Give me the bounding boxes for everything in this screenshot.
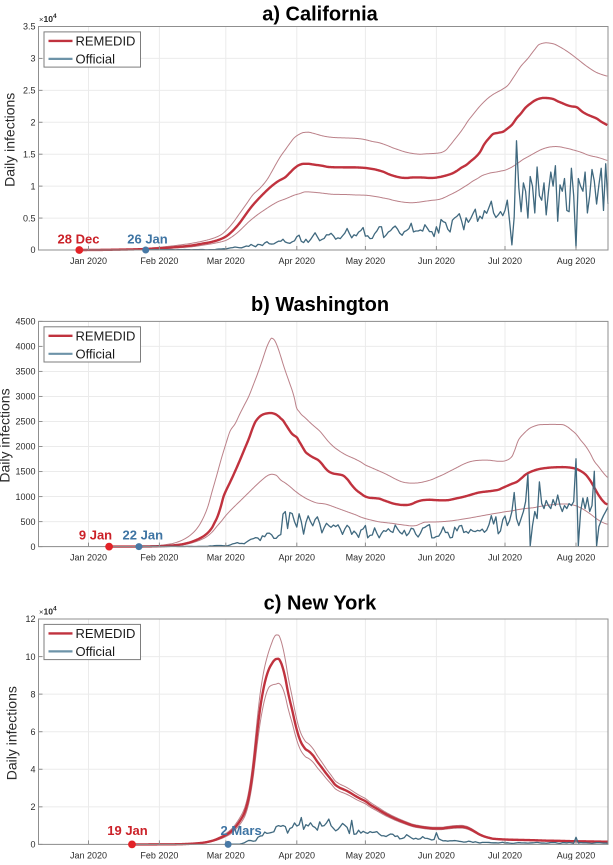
svg-text:26 Jan: 26 Jan bbox=[127, 232, 168, 247]
svg-text:22 Jan: 22 Jan bbox=[123, 528, 164, 543]
svg-text:1000: 1000 bbox=[15, 492, 35, 502]
svg-text:Daily infections: Daily infections bbox=[0, 388, 13, 482]
svg-text:May 2020: May 2020 bbox=[346, 553, 386, 563]
svg-text:Feb 2020: Feb 2020 bbox=[140, 553, 178, 563]
svg-text:500: 500 bbox=[20, 517, 35, 527]
svg-text:3000: 3000 bbox=[15, 392, 35, 402]
svg-text:Aug 2020: Aug 2020 bbox=[557, 850, 596, 860]
svg-text:Apr 2020: Apr 2020 bbox=[279, 553, 316, 563]
svg-text:28 Dec: 28 Dec bbox=[58, 232, 100, 247]
svg-text:2: 2 bbox=[30, 117, 35, 127]
svg-text:×104: ×104 bbox=[39, 13, 57, 24]
svg-text:4: 4 bbox=[30, 764, 35, 774]
svg-text:2 Mars: 2 Mars bbox=[221, 823, 262, 838]
svg-text:0: 0 bbox=[30, 245, 35, 255]
svg-text:b) Washington: b) Washington bbox=[251, 294, 389, 316]
svg-text:Daily infections: Daily infections bbox=[1, 93, 17, 187]
svg-text:0.5: 0.5 bbox=[23, 213, 36, 223]
svg-text:Jul 2020: Jul 2020 bbox=[488, 256, 522, 266]
svg-text:Jan 2020: Jan 2020 bbox=[70, 553, 107, 563]
svg-text:2.5: 2.5 bbox=[23, 86, 36, 96]
svg-text:c) New York: c) New York bbox=[264, 593, 378, 615]
svg-text:4000: 4000 bbox=[15, 342, 35, 352]
svg-text:19 Jan: 19 Jan bbox=[107, 823, 148, 838]
svg-text:3: 3 bbox=[30, 54, 35, 64]
svg-text:a) California: a) California bbox=[262, 3, 378, 25]
svg-text:May 2020: May 2020 bbox=[346, 256, 386, 266]
svg-text:Jan 2020: Jan 2020 bbox=[70, 850, 107, 860]
svg-text:Official: Official bbox=[76, 52, 116, 67]
svg-text:Jan 2020: Jan 2020 bbox=[70, 256, 107, 266]
svg-text:4500: 4500 bbox=[15, 317, 35, 327]
svg-text:Apr 2020: Apr 2020 bbox=[279, 850, 316, 860]
svg-text:REMEDID: REMEDID bbox=[76, 34, 136, 49]
svg-text:0: 0 bbox=[30, 542, 35, 552]
svg-text:0: 0 bbox=[30, 840, 35, 850]
svg-text:REMEDID: REMEDID bbox=[76, 328, 136, 343]
svg-text:8: 8 bbox=[30, 689, 35, 699]
svg-text:2500: 2500 bbox=[15, 417, 35, 427]
svg-text:Official: Official bbox=[76, 644, 116, 659]
svg-text:Jun 2020: Jun 2020 bbox=[418, 553, 455, 563]
svg-text:12: 12 bbox=[25, 614, 35, 624]
svg-text:10: 10 bbox=[25, 652, 35, 662]
svg-text:Aug 2020: Aug 2020 bbox=[557, 256, 596, 266]
svg-text:Feb 2020: Feb 2020 bbox=[140, 256, 178, 266]
svg-text:Aug 2020: Aug 2020 bbox=[557, 553, 596, 563]
svg-text:Feb 2020: Feb 2020 bbox=[140, 850, 178, 860]
svg-text:Daily infections: Daily infections bbox=[4, 686, 20, 780]
svg-text:Jul 2020: Jul 2020 bbox=[488, 850, 522, 860]
svg-text:Mar 2020: Mar 2020 bbox=[207, 850, 245, 860]
svg-text:Mar 2020: Mar 2020 bbox=[207, 256, 245, 266]
svg-text:3.5: 3.5 bbox=[23, 22, 36, 32]
svg-text:×104: ×104 bbox=[39, 606, 57, 617]
svg-text:1500: 1500 bbox=[15, 467, 35, 477]
svg-text:Jul 2020: Jul 2020 bbox=[488, 553, 522, 563]
svg-text:Jun 2020: Jun 2020 bbox=[418, 256, 455, 266]
svg-text:Official: Official bbox=[76, 346, 116, 361]
svg-text:Jun 2020: Jun 2020 bbox=[418, 850, 455, 860]
svg-text:1: 1 bbox=[30, 181, 35, 191]
svg-text:REMEDID: REMEDID bbox=[76, 626, 136, 641]
svg-text:Mar 2020: Mar 2020 bbox=[207, 553, 245, 563]
svg-text:2000: 2000 bbox=[15, 442, 35, 452]
svg-text:Apr 2020: Apr 2020 bbox=[279, 256, 316, 266]
svg-text:6: 6 bbox=[30, 727, 35, 737]
svg-text:2: 2 bbox=[30, 802, 35, 812]
svg-text:1.5: 1.5 bbox=[23, 149, 36, 159]
svg-text:9 Jan: 9 Jan bbox=[79, 528, 112, 543]
svg-text:May 2020: May 2020 bbox=[346, 850, 386, 860]
svg-text:3500: 3500 bbox=[15, 367, 35, 377]
